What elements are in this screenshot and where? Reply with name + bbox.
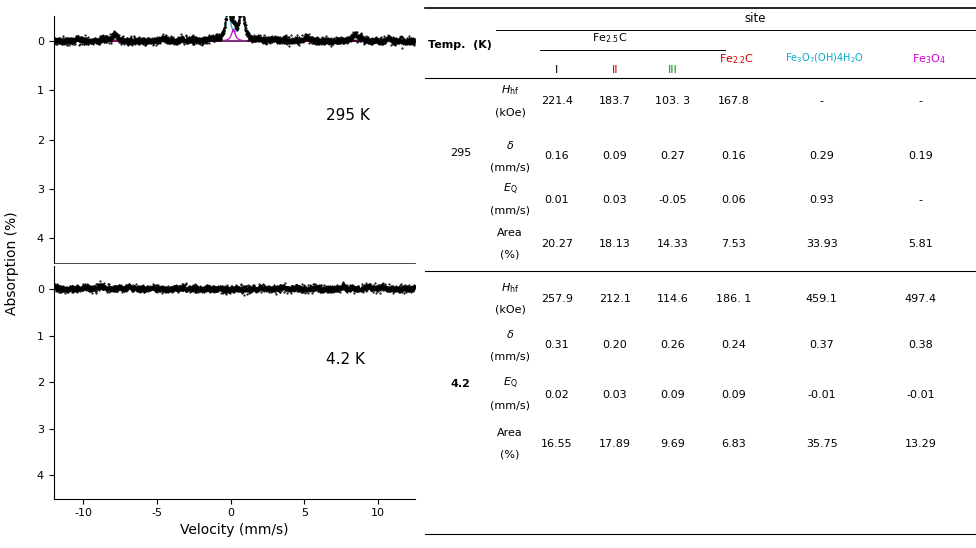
Text: (%): (%) <box>501 450 520 460</box>
Text: 295: 295 <box>450 149 471 158</box>
Text: 0.37: 0.37 <box>809 340 834 350</box>
Text: 0.09: 0.09 <box>661 390 685 399</box>
Text: 0.26: 0.26 <box>661 340 685 350</box>
Text: $H_{\mathrm{hf}}$: $H_{\mathrm{hf}}$ <box>501 281 519 295</box>
Text: 257.9: 257.9 <box>541 294 573 304</box>
Text: 17.89: 17.89 <box>599 439 630 449</box>
Text: 9.69: 9.69 <box>661 439 685 449</box>
Text: Fe$_{2.2}$C: Fe$_{2.2}$C <box>718 52 753 66</box>
Text: II: II <box>612 65 618 75</box>
Text: Area: Area <box>497 428 523 438</box>
Text: 0.93: 0.93 <box>809 195 834 205</box>
Text: (mm/s): (mm/s) <box>490 351 530 361</box>
Text: 4.2: 4.2 <box>451 379 470 389</box>
Text: -: - <box>918 96 923 106</box>
Text: 18.13: 18.13 <box>599 239 630 249</box>
Text: I: I <box>555 65 558 75</box>
Text: 0.01: 0.01 <box>545 195 569 205</box>
Text: 103. 3: 103. 3 <box>655 96 690 106</box>
Text: 221.4: 221.4 <box>541 96 573 106</box>
Text: 0.16: 0.16 <box>545 151 569 161</box>
Text: III: III <box>668 65 677 75</box>
Text: 0.09: 0.09 <box>602 151 628 161</box>
Text: 212.1: 212.1 <box>599 294 630 304</box>
Text: $\delta$: $\delta$ <box>506 139 514 151</box>
Text: 0.09: 0.09 <box>721 390 746 399</box>
Text: site: site <box>745 12 766 25</box>
Text: 5.81: 5.81 <box>909 239 933 249</box>
Text: (mm/s): (mm/s) <box>490 162 530 172</box>
Text: 114.6: 114.6 <box>657 294 689 304</box>
Text: 0.24: 0.24 <box>721 340 746 350</box>
Text: 0.20: 0.20 <box>602 340 628 350</box>
Text: 13.29: 13.29 <box>905 439 937 449</box>
Text: 0.29: 0.29 <box>809 151 834 161</box>
Text: $E_{\mathrm{Q}}$: $E_{\mathrm{Q}}$ <box>503 181 517 197</box>
Text: Fe$_3$O$_4$: Fe$_3$O$_4$ <box>913 52 946 66</box>
Text: (%): (%) <box>501 250 520 260</box>
Text: 6.83: 6.83 <box>721 439 746 449</box>
Text: 35.75: 35.75 <box>806 439 837 449</box>
Text: 0.02: 0.02 <box>545 390 569 399</box>
Text: 0.31: 0.31 <box>545 340 569 350</box>
Text: Fe$_{2.5}$C: Fe$_{2.5}$C <box>591 31 627 45</box>
Text: $\delta$: $\delta$ <box>506 328 514 340</box>
Text: 186. 1: 186. 1 <box>715 294 751 304</box>
Text: (mm/s): (mm/s) <box>490 206 530 216</box>
Text: (kOe): (kOe) <box>495 107 525 117</box>
Text: -0.05: -0.05 <box>659 195 687 205</box>
X-axis label: Velocity (mm/s): Velocity (mm/s) <box>180 523 289 536</box>
Text: 7.53: 7.53 <box>721 239 746 249</box>
Text: -0.01: -0.01 <box>907 390 935 399</box>
Text: 20.27: 20.27 <box>541 239 573 249</box>
Text: $E_{\mathrm{Q}}$: $E_{\mathrm{Q}}$ <box>503 376 517 391</box>
Text: 0.19: 0.19 <box>909 151 933 161</box>
Text: 0.16: 0.16 <box>721 151 746 161</box>
Text: 0.38: 0.38 <box>909 340 933 350</box>
Text: 183.7: 183.7 <box>599 96 630 106</box>
Text: Area: Area <box>497 228 523 238</box>
Text: 459.1: 459.1 <box>805 294 837 304</box>
Text: 0.03: 0.03 <box>602 390 628 399</box>
Text: 167.8: 167.8 <box>717 96 750 106</box>
Text: 0.03: 0.03 <box>602 195 628 205</box>
Text: 33.93: 33.93 <box>806 239 837 249</box>
Text: 0.27: 0.27 <box>661 151 685 161</box>
Text: Temp.  (K): Temp. (K) <box>428 40 492 50</box>
Text: Absorption (%): Absorption (%) <box>5 211 19 315</box>
Text: 295 K: 295 K <box>326 108 370 123</box>
Text: (kOe): (kOe) <box>495 305 525 315</box>
Text: (mm/s): (mm/s) <box>490 401 530 410</box>
Text: Fe$_3$O$_7$(OH)4H$_2$O: Fe$_3$O$_7$(OH)4H$_2$O <box>785 52 864 65</box>
Text: 4.2 K: 4.2 K <box>326 352 365 367</box>
Text: -: - <box>918 195 923 205</box>
Text: 14.33: 14.33 <box>657 239 689 249</box>
Text: 16.55: 16.55 <box>541 439 573 449</box>
Text: -: - <box>820 96 824 106</box>
Text: 0.06: 0.06 <box>721 195 746 205</box>
Text: -0.01: -0.01 <box>807 390 835 399</box>
Text: 497.4: 497.4 <box>905 294 937 304</box>
Text: $H_{\mathrm{hf}}$: $H_{\mathrm{hf}}$ <box>501 83 519 98</box>
